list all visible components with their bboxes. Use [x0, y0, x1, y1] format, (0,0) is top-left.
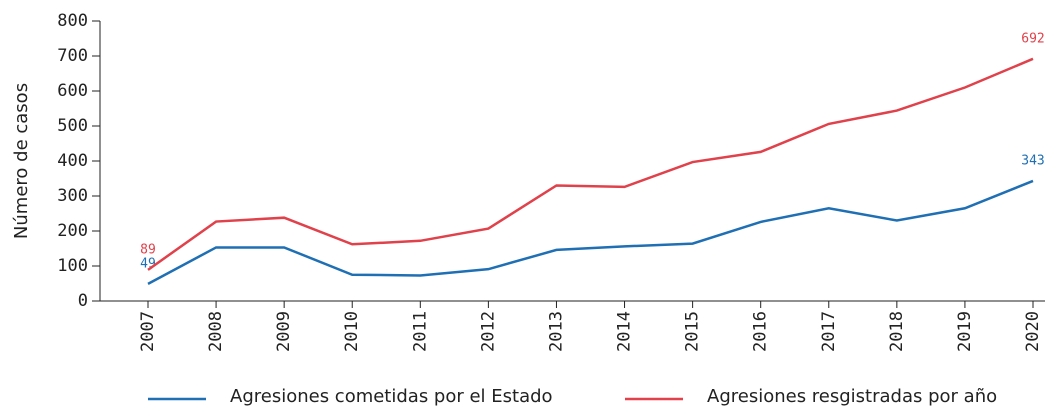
line: [147, 57, 1034, 271]
x-tick-label: 2017: [819, 311, 839, 352]
x-tick-label: 2012: [478, 311, 498, 352]
y-tick-label: 600: [57, 81, 88, 101]
line: [147, 179, 1034, 285]
x-tick-label: 2008: [206, 311, 226, 352]
x-tick-label: 2007: [138, 311, 158, 352]
x-tick-label: 2014: [615, 311, 635, 352]
x-tick-label: 2010: [342, 311, 362, 352]
y-tick-label: 500: [57, 116, 88, 136]
y-tick-label: 400: [57, 151, 88, 171]
x-tick-label: 2016: [751, 311, 771, 352]
y-tick-label: 0: [78, 291, 88, 311]
x-tick-label: 2011: [410, 311, 430, 352]
legend-label: Agresiones cometidas por el Estado: [230, 386, 553, 407]
value-label: 692: [1021, 31, 1044, 46]
x-tick-label: 2019: [955, 311, 975, 352]
y-tick-label: 300: [57, 186, 88, 206]
y-axis-label: Número de casos: [11, 83, 32, 239]
legend-label: Agresiones resgistradas por año: [707, 386, 997, 407]
value-label: 89: [140, 242, 156, 257]
y-tick-label: 800: [57, 11, 88, 31]
y-tick-label: 100: [57, 256, 88, 276]
y-tick-label: 700: [57, 46, 88, 66]
x-tick-label: 2018: [887, 311, 907, 352]
value-label: 343: [1021, 153, 1044, 168]
y-tick-label: 200: [57, 221, 88, 241]
x-tick-label: 2015: [683, 311, 703, 352]
x-tick-label: 2013: [546, 311, 566, 352]
x-tick-label: 2020: [1023, 311, 1043, 352]
x-tick-label: 2009: [274, 311, 294, 352]
